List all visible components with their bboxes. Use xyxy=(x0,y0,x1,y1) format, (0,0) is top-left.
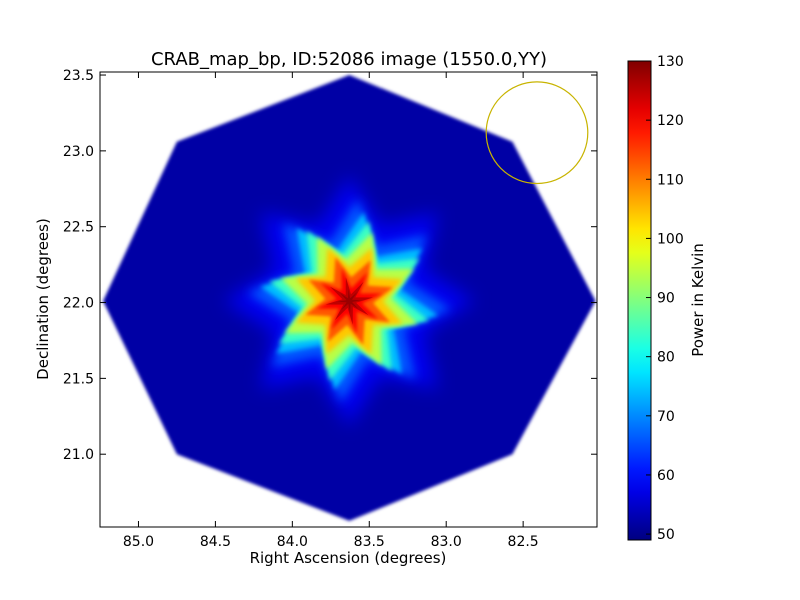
colorbar-frame xyxy=(627,60,652,541)
y-tick-label: 23.5 xyxy=(63,68,94,84)
y-tick-label: 21.0 xyxy=(63,447,94,463)
colorbar-tick-label: 90 xyxy=(657,291,675,307)
heatmap-image xyxy=(103,75,596,521)
y-axis-label: Declination (degrees) xyxy=(34,218,52,380)
y-tick-label: 22.0 xyxy=(63,296,94,312)
colorbar-tick-label: 110 xyxy=(657,172,684,188)
source-emission xyxy=(224,176,475,426)
x-tick-label: 84.5 xyxy=(200,534,231,550)
chart-title: CRAB_map_bp, ID:52086 image (1550.0,YY) xyxy=(151,49,547,70)
colorbar-tick-label: 60 xyxy=(657,468,675,484)
x-tick-label: 83.5 xyxy=(354,534,385,550)
colorbar-label: Power in Kelvin xyxy=(689,243,707,357)
x-axis: 85.0 84.5 84.0 83.5 83.0 82.5 xyxy=(123,72,539,550)
colorbar-tick-label: 50 xyxy=(657,527,675,543)
colorbar-tick-label: 130 xyxy=(657,54,684,70)
x-tick-label: 85.0 xyxy=(123,534,154,550)
y-axis: 21.0 21.5 22.0 22.5 23.0 23.5 xyxy=(63,68,597,463)
reference-circle xyxy=(485,81,589,185)
y-tick-label: 23.0 xyxy=(63,144,94,160)
x-tick-label: 82.5 xyxy=(508,534,539,550)
x-tick-label: 83.0 xyxy=(431,534,462,550)
y-tick-label: 21.5 xyxy=(63,371,94,387)
colorbar-gradient xyxy=(628,61,651,540)
x-tick-label: 84.0 xyxy=(277,534,308,550)
colorbar-tick-label: 80 xyxy=(657,350,675,366)
plot-area xyxy=(100,72,597,527)
colorbar-tick-label: 100 xyxy=(657,231,684,247)
colorbar-ticks: 50 60 70 80 90 100 110 120 130 xyxy=(646,54,684,543)
emission-contour xyxy=(337,289,362,313)
colorbar-tick-label: 120 xyxy=(657,113,684,129)
axes-frame xyxy=(99,71,598,528)
y-tick-label: 22.5 xyxy=(63,220,94,236)
colorbar: 50 60 70 80 90 100 110 120 130 Power in Kelvin xyxy=(627,54,707,543)
colorbar-tick-label: 70 xyxy=(657,409,675,425)
x-axis-label: Right Ascension (degrees) xyxy=(250,549,447,567)
